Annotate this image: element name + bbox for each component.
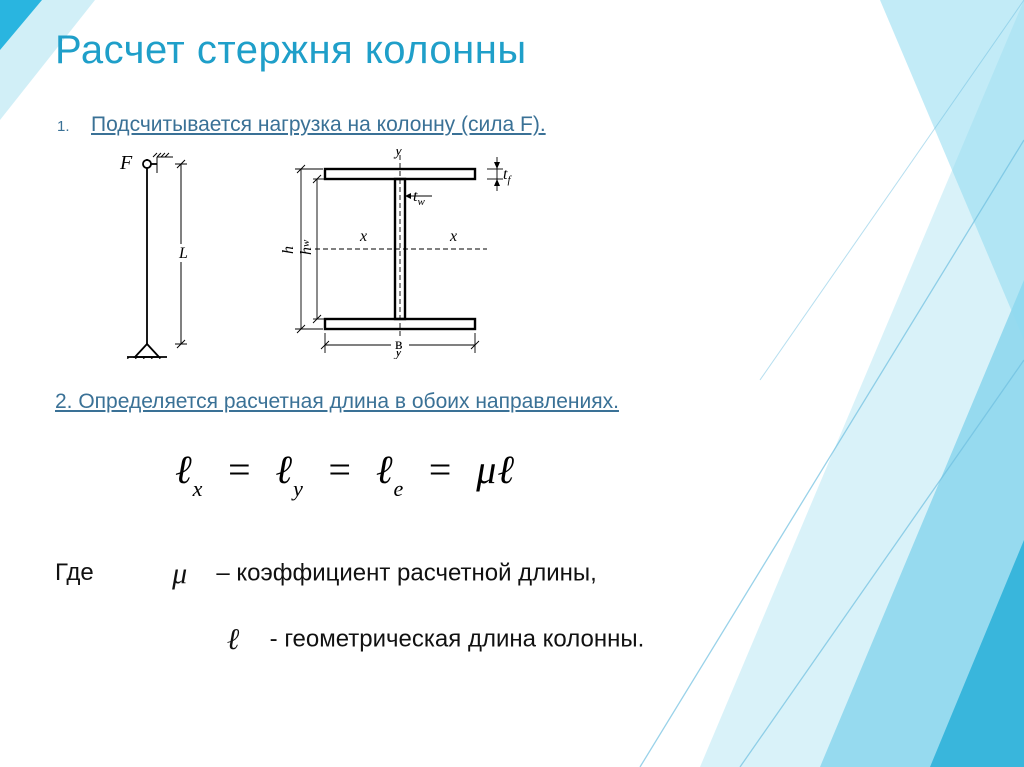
mu-description: – коэффициент расчетной длины, (216, 559, 596, 586)
step-1: 1. Подсчитывается нагрузка на колонну (с… (55, 113, 984, 137)
dim-b: в (395, 336, 403, 353)
diagram-container: L F (95, 149, 984, 364)
ell-description: - геометрическая длина колонны. (270, 625, 645, 652)
dim-h: h (280, 246, 297, 254)
axis-x-right: x (449, 228, 457, 245)
step-1-number: 1. (55, 118, 91, 135)
technical-diagram: L F (95, 149, 525, 359)
step-1-text: Подсчитывается нагрузка на колонну (сила… (91, 113, 546, 137)
step-2: 2. Определяется расчетная длина в обоих … (55, 376, 984, 446)
dim-hw: hw (298, 239, 315, 255)
where-mu-line: Где μ – коэффициент расчетной длины, (55, 550, 984, 598)
axis-y-top: y (393, 149, 403, 159)
dim-tw: tw (413, 188, 425, 208)
where-label: Где (55, 554, 143, 592)
dim-L: L (178, 245, 188, 262)
ell-symbol: ℓ (203, 616, 263, 664)
page-title: Расчет стержня колонны (55, 28, 984, 73)
force-F: F (119, 152, 133, 174)
step-2-text: 2. Определяется расчетная длина в обоих … (55, 390, 619, 414)
formula: ℓx = ℓy = ℓe = μℓ (175, 446, 984, 498)
dim-tf: tf (503, 166, 512, 186)
axis-x-left: x (359, 228, 367, 245)
where-ell-line: ℓ - геометрическая длина колонны. (203, 616, 984, 664)
mu-symbol: μ (150, 550, 210, 598)
